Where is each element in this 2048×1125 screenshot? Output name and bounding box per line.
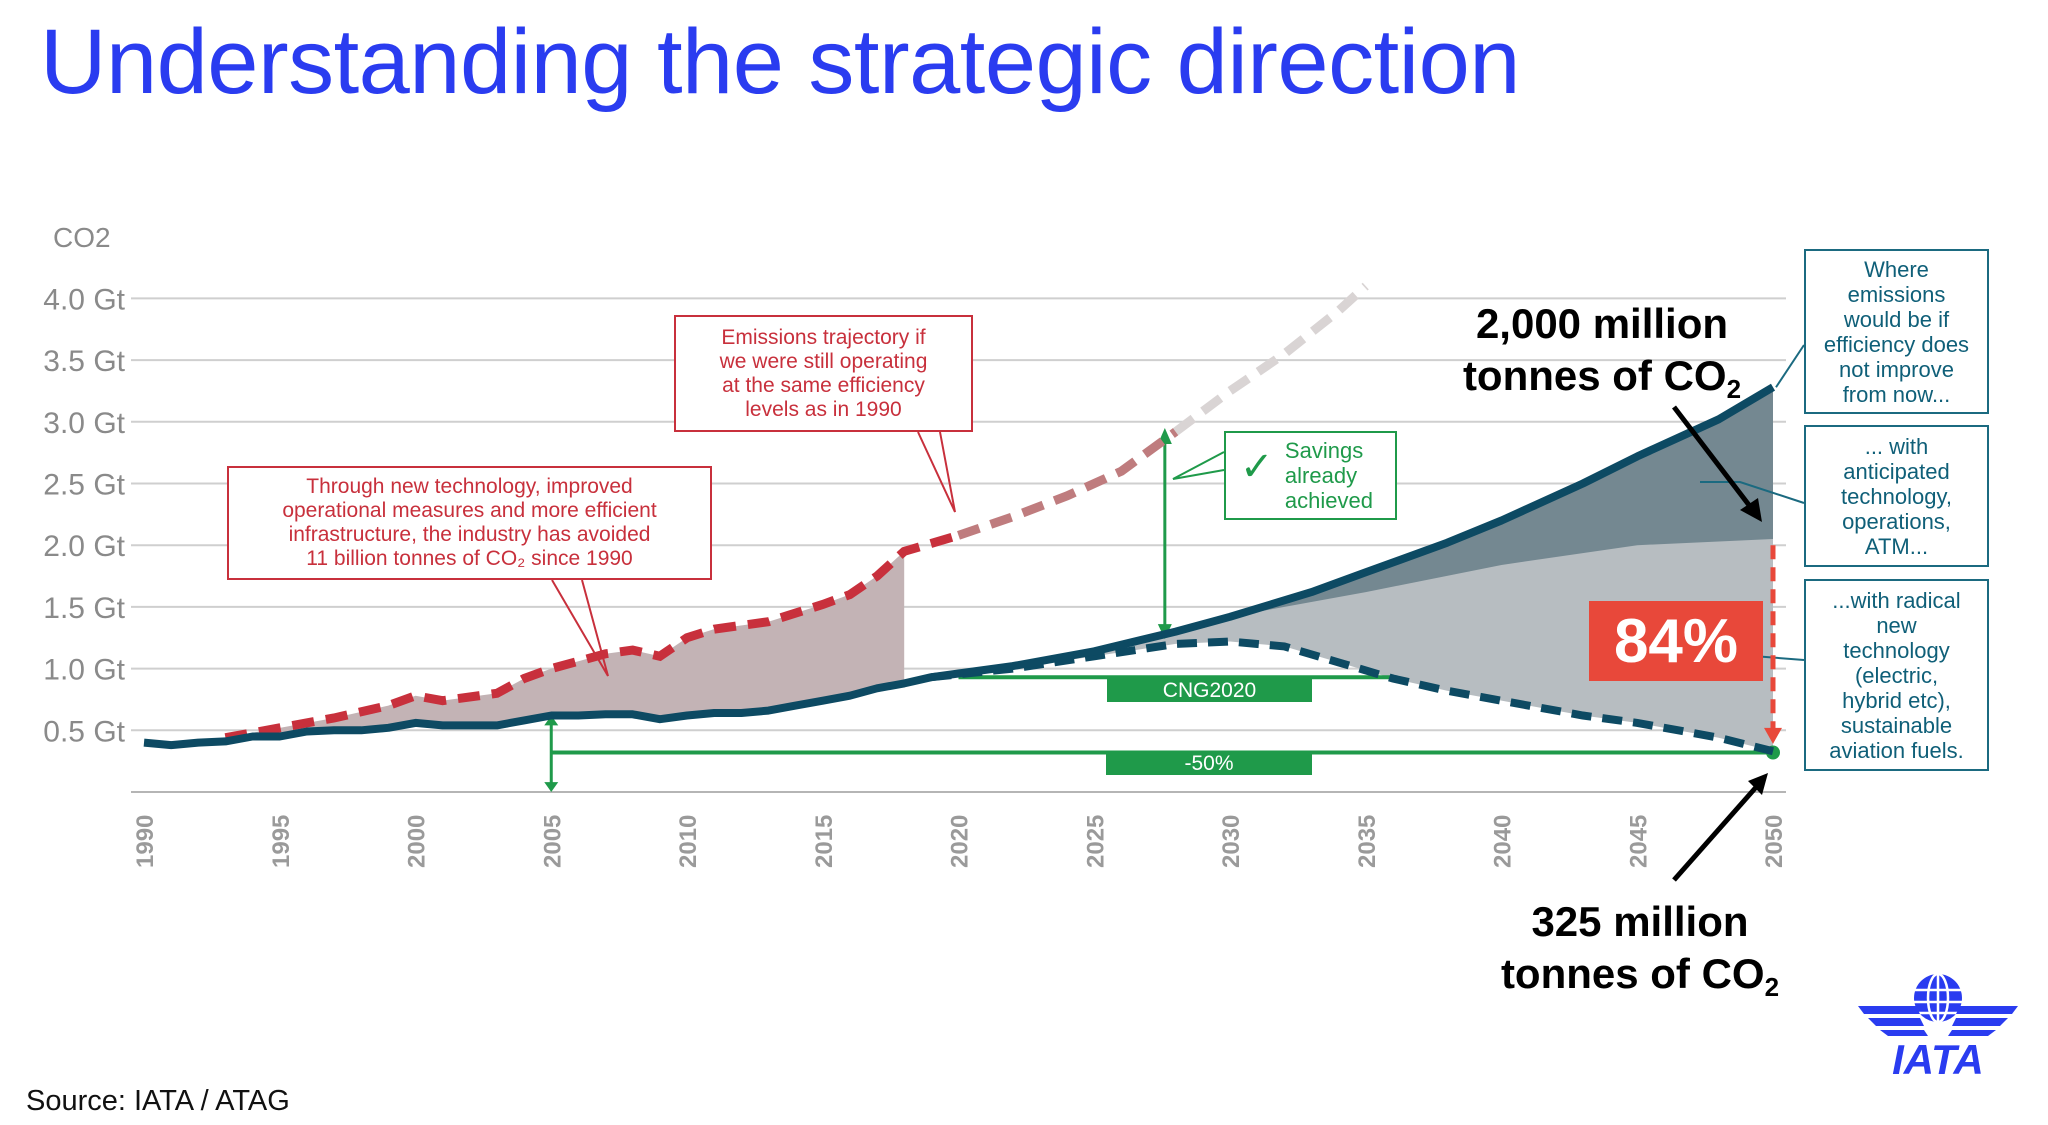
reduction-badge: 84% <box>1589 601 1763 681</box>
y-tick-label: 0.5 Gt <box>43 715 125 748</box>
x-tick-label: 2020 <box>947 815 974 868</box>
y-tick-label: 2.5 Gt <box>43 469 125 502</box>
no-improve-pointer <box>1775 344 1805 388</box>
top-arrow-head <box>1740 498 1762 522</box>
y-tick-label: 2.0 Gt <box>43 530 125 563</box>
x-tick-label: 2015 <box>811 815 838 868</box>
radical-technology-line <box>930 637 1774 756</box>
source-note: Source: IATA / ATAG <box>26 1085 290 1117</box>
anticipated-technology-area <box>1230 387 1773 617</box>
svg-text:IATA: IATA <box>1892 1036 1984 1077</box>
efficiency-1990-projection <box>957 428 1179 540</box>
y-tick-label: 4.0 Gt <box>43 283 125 316</box>
y-tick-label: 1.5 Gt <box>43 592 125 625</box>
bottom-value-label: 325 million tonnes of CO2 <box>1500 898 1780 1002</box>
cng2020-label: CNG2020 <box>1107 679 1312 702</box>
minus-50-label: -50% <box>1106 752 1312 775</box>
x-tick-label: 2035 <box>1354 815 1381 868</box>
radical-technology-area <box>931 387 1773 752</box>
avoided-emissions-area <box>225 551 905 742</box>
x-tick-label: 2025 <box>1082 815 1109 868</box>
x-tick-label: 2050 <box>1761 815 1788 868</box>
top-arrow-line <box>1672 405 1754 511</box>
x-tick-label: 1995 <box>268 815 295 868</box>
efficiency-1990-line <box>224 531 960 743</box>
anticipated-technology-callout: ... with anticipated technology, operati… <box>1804 425 1989 567</box>
savings-callout: ✓ Savings already achieved <box>1224 431 1397 520</box>
reduction-arrow-head <box>1764 727 1782 744</box>
trajectory-callout: Emissions trajectory if we were still op… <box>674 315 973 432</box>
efficiency-1990-fading <box>1173 282 1369 436</box>
avoided-emissions-callout: Through new technology, improved operati… <box>227 466 712 580</box>
x-tick-label: 2045 <box>1625 815 1652 868</box>
anticipated-pointer <box>1700 481 1805 504</box>
radical-technology-callout: ...with radical new technology (electric… <box>1804 579 1989 771</box>
iata-logo: IATA <box>1858 972 2018 1083</box>
areas <box>225 387 1773 752</box>
bottom-arrow-head <box>1748 773 1768 795</box>
trajectory-pointer <box>917 431 956 513</box>
grid <box>131 297 1786 793</box>
actual-emissions-line <box>143 383 1776 750</box>
savings-pointer <box>1172 451 1225 480</box>
y-tick-label: 3.0 Gt <box>43 407 125 440</box>
arrow-head <box>544 715 559 726</box>
y-axis-label: CO2 <box>53 222 111 253</box>
axis-ticks: 0.5 Gt 1.0 Gt 1.5 Gt 2.0 Gt 2.5 Gt 3.0 Gt 3.5 … <box>43 283 1788 868</box>
x-tick-label: 2005 <box>539 815 566 868</box>
page-title: Understanding the strategic direction <box>40 11 1520 113</box>
globe-wings-icon: IATA <box>1858 972 2018 1083</box>
top-value-label: 2,000 million tonnes of CO2 <box>1462 300 1742 404</box>
x-tick-label: 2010 <box>675 815 702 868</box>
x-tick-label: 2040 <box>1490 815 1517 868</box>
avoided-pointer <box>551 579 609 677</box>
arrow-head <box>544 782 559 792</box>
no-improvement-callout: Where emissions would be if efficiency d… <box>1804 249 1989 414</box>
y-tick-label: 1.0 Gt <box>43 654 125 687</box>
y-tick-label: 3.5 Gt <box>43 345 125 378</box>
x-tick-label: 2000 <box>404 815 431 868</box>
check-icon: ✓ <box>1240 445 1274 489</box>
x-tick-label: 2030 <box>1218 815 1245 868</box>
x-tick-label: 1990 <box>132 815 159 868</box>
annotation-pointers <box>551 344 1805 882</box>
series-lines <box>143 282 1776 756</box>
bottom-arrow-line <box>1672 783 1760 882</box>
